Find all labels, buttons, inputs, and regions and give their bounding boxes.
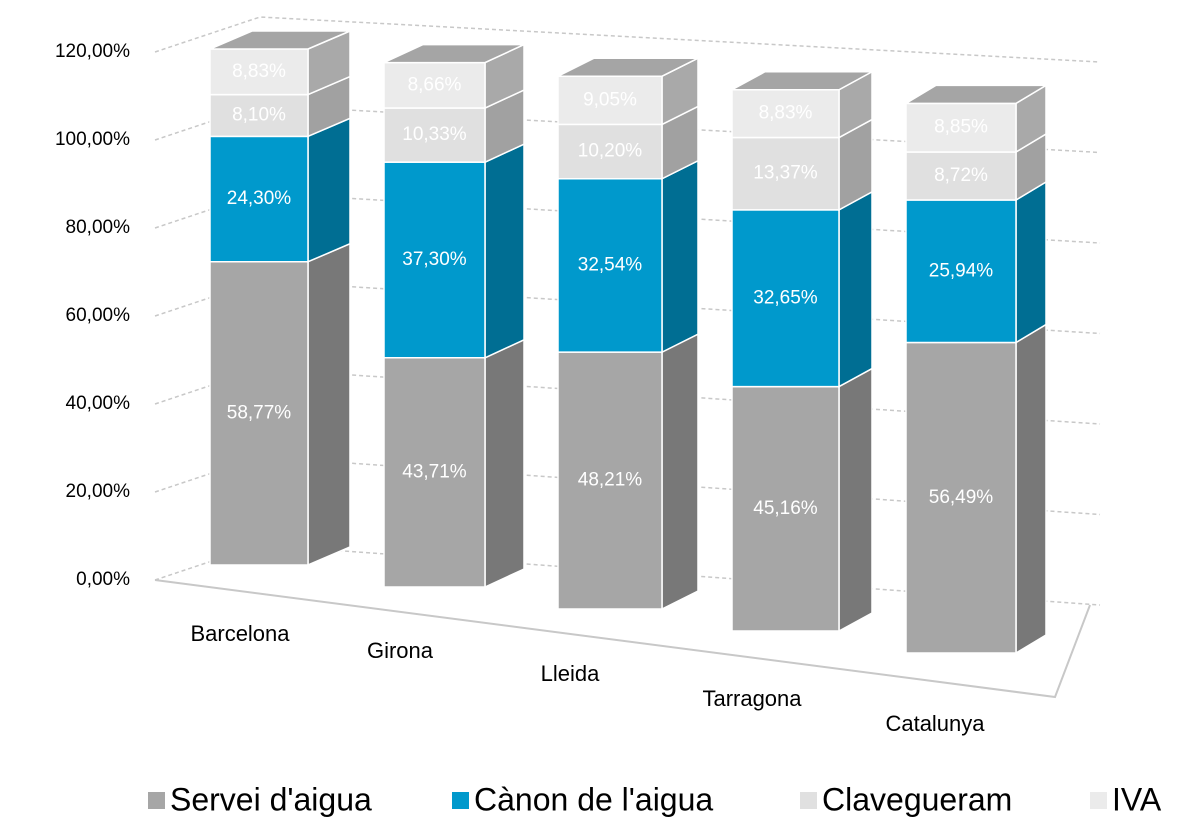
grid-line <box>154 280 1101 335</box>
bar-top <box>557 57 699 77</box>
bar-side <box>661 159 699 354</box>
data-label: 10,20% <box>578 141 643 162</box>
grid-line <box>154 456 1101 516</box>
floor <box>154 579 1091 699</box>
bar-top <box>731 70 873 91</box>
bar-side <box>661 332 699 611</box>
data-label: 43,71% <box>402 461 467 482</box>
legend-swatch <box>452 792 469 809</box>
legend-label: Clavegueram <box>822 781 1012 817</box>
y-tick-label: 0,00% <box>76 569 130 590</box>
bar-side <box>484 143 525 359</box>
data-label: 8,85% <box>934 117 988 138</box>
data-label: 25,94% <box>929 260 994 281</box>
data-label: 45,16% <box>753 498 818 519</box>
grid-line <box>154 368 1101 425</box>
bar-side <box>484 338 525 589</box>
legend-label: Servei d'aigua <box>170 781 372 817</box>
data-label: 48,21% <box>578 470 643 491</box>
y-tick-label: 40,00% <box>66 393 131 414</box>
x-tick-label: Catalunya <box>885 711 985 736</box>
x-tick-label: Tarragona <box>702 686 802 711</box>
data-label: 8,66% <box>408 74 462 95</box>
bar-side <box>838 367 873 633</box>
grid-line <box>154 104 1101 154</box>
bar-side <box>307 117 351 263</box>
legend-swatch <box>148 792 165 809</box>
data-label: 8,72% <box>934 165 988 186</box>
data-label: 37,30% <box>402 249 467 270</box>
legend-swatch <box>800 792 817 809</box>
y-tick-label: 60,00% <box>66 305 131 326</box>
x-tick-label: Barcelona <box>190 621 290 646</box>
data-label: 9,05% <box>583 89 637 110</box>
grid-line <box>154 16 1101 63</box>
data-label: 8,10% <box>232 104 286 125</box>
x-tick-label: Girona <box>367 638 434 663</box>
bar-side <box>307 242 351 567</box>
legend-label: IVA <box>1112 781 1162 817</box>
data-label: 10,33% <box>402 124 467 145</box>
legend-label: Cànon de l'aigua <box>474 781 713 817</box>
data-label: 8,83% <box>232 61 286 82</box>
y-tick-label: 20,00% <box>66 481 131 502</box>
data-label: 8,83% <box>759 103 813 124</box>
bar-top <box>383 43 525 64</box>
data-label: 24,30% <box>227 188 292 209</box>
legend-swatch <box>1090 792 1107 809</box>
data-label: 32,54% <box>578 254 643 275</box>
x-tick-label: Lleida <box>541 661 600 686</box>
bar-side <box>838 190 873 388</box>
data-label: 58,77% <box>227 402 292 423</box>
y-tick-label: 100,00% <box>55 129 130 150</box>
bar-top <box>903 84 1049 105</box>
grid-line <box>154 192 1101 244</box>
data-label: 32,65% <box>753 287 818 308</box>
bar-side <box>1015 323 1047 655</box>
y-tick-label: 80,00% <box>66 217 131 238</box>
y-tick-label: 120,00% <box>55 41 130 62</box>
data-label: 13,37% <box>753 163 818 184</box>
data-label: 56,49% <box>929 487 994 508</box>
bar-side <box>1015 180 1047 344</box>
bar-top <box>209 30 351 50</box>
